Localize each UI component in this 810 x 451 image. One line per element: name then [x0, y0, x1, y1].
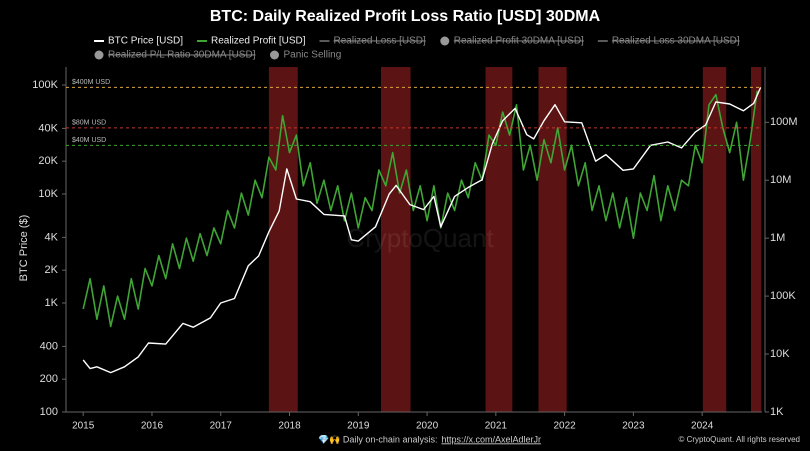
legend-label: Panic Selling — [283, 50, 341, 61]
legend-label: Realized Loss 30DMA [USD] — [612, 36, 740, 47]
series-line — [82, 87, 762, 374]
shaded-region — [702, 67, 727, 412]
y2-tick-label: 1M — [770, 232, 785, 244]
reference-label: $80M USD — [72, 120, 106, 127]
legend-marker — [269, 50, 279, 60]
watermark: CryptoQuant — [346, 223, 494, 253]
y2-tick-label: 10K — [770, 348, 790, 360]
legend-label: BTC Price [USD] — [108, 36, 183, 47]
y-tick-label: 2K — [45, 264, 59, 276]
shaded-region — [268, 67, 298, 412]
y-tick-label: 100K — [32, 79, 58, 91]
y-tick-label: 10K — [38, 188, 58, 200]
x-tick-label: 2017 — [210, 421, 233, 432]
legend-marker — [94, 50, 104, 60]
y-tick-label: 20K — [38, 155, 58, 167]
shaded-region — [538, 67, 567, 412]
legend-label: Realized Profit [USD] — [211, 36, 306, 47]
reference-label: $40M USD — [72, 137, 106, 144]
x-tick-label: 2018 — [278, 421, 301, 432]
chart-title: BTC: Daily Realized Profit Loss Ratio [U… — [210, 8, 601, 25]
y-tick-label: 100 — [40, 406, 58, 418]
y2-tick-label: 100M — [770, 116, 798, 128]
x-tick-label: 2016 — [141, 421, 164, 432]
y2-tick-label: 100K — [770, 290, 796, 302]
y-tick-label: 200 — [40, 373, 58, 385]
y-tick-label: 40K — [38, 122, 58, 134]
legend-label: Realized Loss [USD] — [334, 36, 426, 47]
y-tick-label: 400 — [40, 340, 58, 352]
legend-marker — [440, 36, 450, 46]
shaded-region — [485, 67, 513, 412]
y-tick-label: 1K — [45, 297, 59, 309]
x-tick-label: 2015 — [72, 421, 95, 432]
shaded-region — [380, 67, 411, 412]
footer-copyright: © CryptoQuant. All rights reserved — [679, 435, 801, 444]
y-axis-label: BTC Price ($) — [18, 215, 30, 282]
footer-text: 💎🙌 Daily on-chain analysis: — [318, 434, 437, 444]
x-tick-label: 2023 — [622, 421, 645, 432]
legend-label: Realized Profit 30DMA [USD] — [454, 36, 584, 47]
x-tick-label: 2019 — [347, 421, 370, 432]
shaded-region — [750, 67, 762, 412]
x-tick-label: 2024 — [691, 421, 714, 432]
reference-label: $400M USD — [72, 79, 110, 86]
x-tick-label: 2021 — [485, 421, 508, 432]
series-line — [82, 90, 758, 328]
x-tick-label: 2020 — [416, 421, 439, 432]
legend-label: Realized P/L Ratio 30DMA [USD] — [108, 50, 256, 61]
x-tick-label: 2022 — [553, 421, 576, 432]
footer-link: https://x.com/AxelAdlerJr — [441, 434, 541, 444]
y2-tick-label: 10M — [770, 174, 791, 186]
y2-tick-label: 1K — [770, 406, 784, 418]
y-tick-label: 4K — [45, 231, 59, 243]
